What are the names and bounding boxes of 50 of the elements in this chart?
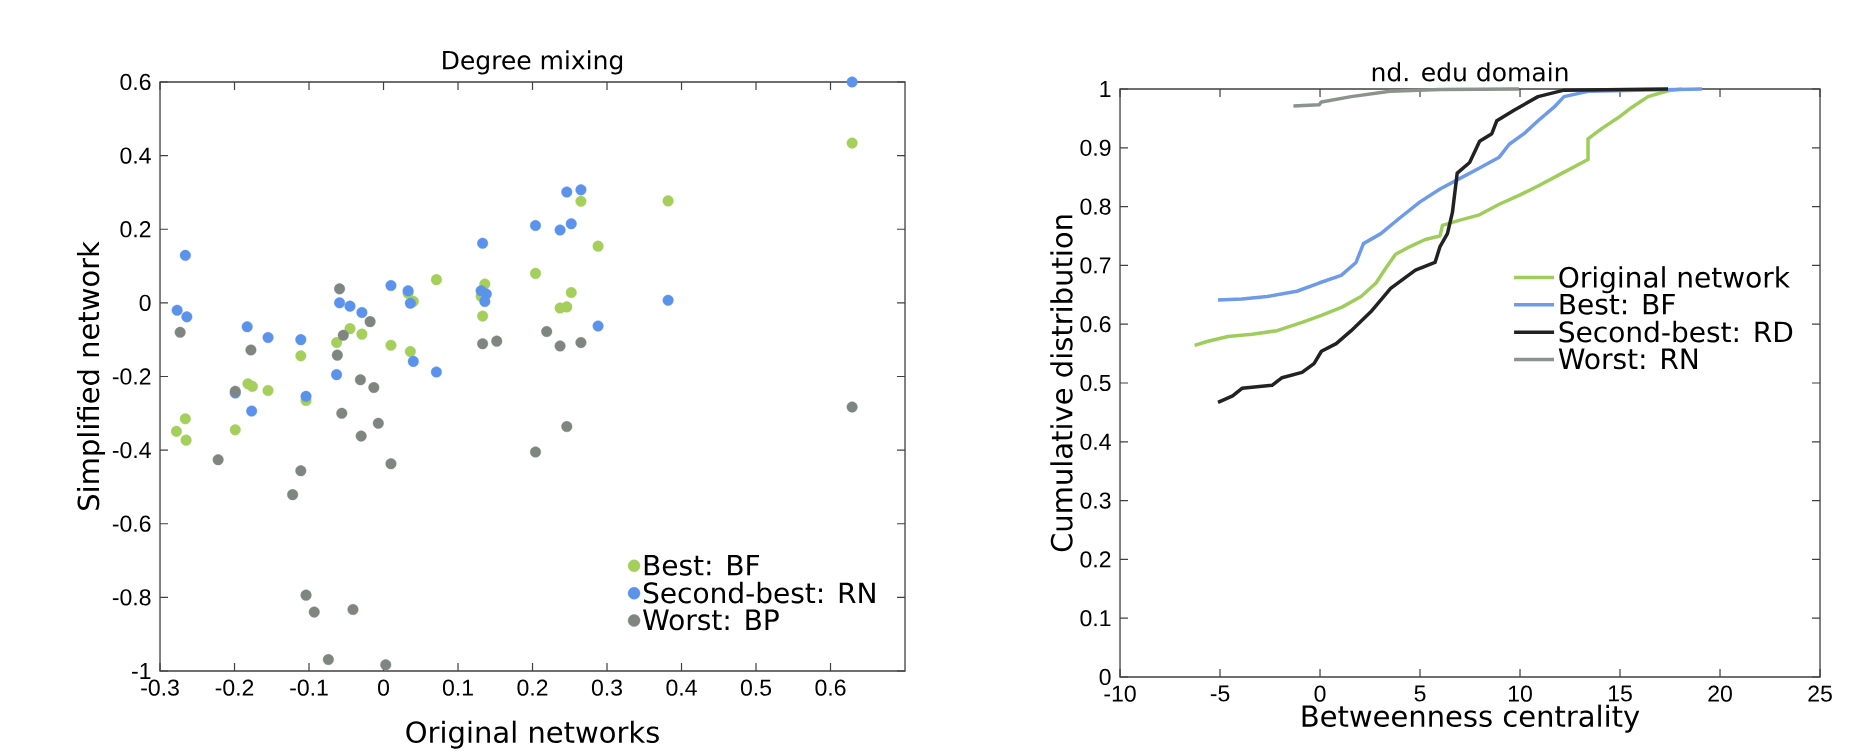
y-tick-label: -0.4 bbox=[112, 441, 151, 459]
x-tick-label: 0.6 bbox=[815, 679, 846, 696]
y-tick-label: -1 bbox=[132, 663, 151, 679]
legend-label: Worst: BP bbox=[643, 609, 779, 631]
x-tick-label: -5 bbox=[1210, 685, 1230, 702]
y-axis-title: Cumulative distribution bbox=[1050, 215, 1073, 552]
x-tick-label: 10 bbox=[1508, 685, 1532, 702]
x-tick-label: 0.3 bbox=[591, 679, 622, 696]
y-tick-label: 0.6 bbox=[1080, 316, 1111, 333]
y-tick-label: 0.7 bbox=[1080, 257, 1111, 274]
legend-label: Best: BF bbox=[644, 554, 760, 576]
legend-label: Best: BF bbox=[1560, 293, 1675, 315]
x-tick-label: -0.2 bbox=[215, 679, 254, 696]
y-axis-title: Simplified network bbox=[76, 241, 106, 510]
y-tick-label: 0.5 bbox=[1080, 374, 1111, 392]
y-tick-label: 1 bbox=[1100, 81, 1111, 97]
y-tick-label: -0.2 bbox=[112, 368, 151, 385]
y-tick-label: -0.6 bbox=[112, 515, 151, 532]
x-axis-title: Betweenness centrality bbox=[1302, 704, 1640, 733]
x-tick-label: 0.4 bbox=[666, 679, 697, 696]
y-tick-label: 0.4 bbox=[120, 147, 151, 164]
x-tick-label: -10 bbox=[1104, 685, 1136, 702]
x-tick-label: 5 bbox=[1414, 685, 1426, 702]
y-tick-label: 0.8 bbox=[1080, 198, 1111, 215]
x-tick-label: 25 bbox=[1808, 685, 1832, 702]
legend-label: Original network bbox=[1559, 266, 1790, 294]
x-tick-label: -0.1 bbox=[290, 679, 328, 696]
chart-title: Degree mixing bbox=[443, 50, 623, 75]
y-tick-label: 0.6 bbox=[120, 73, 151, 91]
y-tick-label: 0.2 bbox=[1080, 551, 1111, 568]
x-tick-label: 0 bbox=[1314, 685, 1326, 702]
y-tick-label: 0 bbox=[139, 294, 151, 311]
x-tick-label: 0 bbox=[378, 679, 390, 696]
y-tick-label: 0.9 bbox=[1080, 139, 1111, 156]
legend-label: Worst: RN bbox=[1558, 348, 1698, 370]
x-tick-label: 0.1 bbox=[442, 679, 473, 696]
x-tick-label: 15 bbox=[1608, 685, 1632, 702]
x-tick-label: 20 bbox=[1708, 685, 1732, 702]
y-tick-label: 0.4 bbox=[1080, 433, 1111, 450]
legend-label: Second-best: RN bbox=[643, 581, 875, 604]
x-tick-label: 0.2 bbox=[517, 679, 548, 696]
y-tick-label: 0.3 bbox=[1080, 492, 1111, 509]
x-tick-label: -0.3 bbox=[141, 679, 179, 696]
y-tick-label: 0.1 bbox=[1080, 610, 1111, 627]
legend-label: Second-best: RD bbox=[1559, 320, 1793, 343]
chart-title: nd. edu domain bbox=[1372, 62, 1568, 82]
y-tick-label: -0.8 bbox=[112, 589, 151, 606]
y-tick-label: 0.2 bbox=[120, 221, 151, 238]
x-axis-title: Original networks bbox=[406, 720, 659, 749]
x-tick-label: 0.5 bbox=[740, 679, 772, 696]
